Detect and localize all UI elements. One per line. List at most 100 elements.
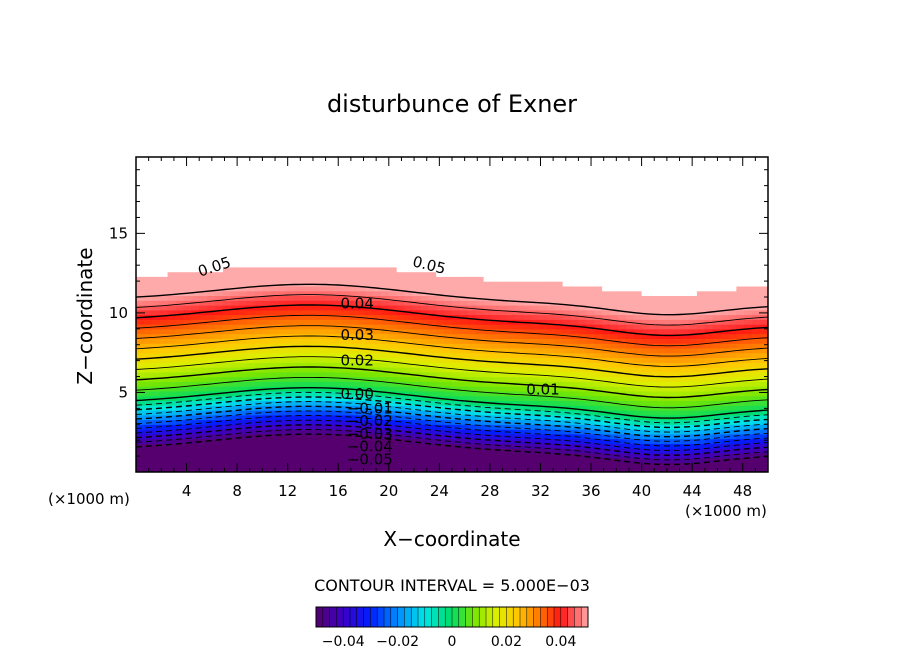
field-cell xyxy=(452,367,461,373)
field-cell xyxy=(191,357,200,363)
field-cell xyxy=(538,285,548,292)
field-cell xyxy=(436,271,445,277)
field-cell xyxy=(404,190,414,196)
field-cell xyxy=(704,352,714,359)
field-cell xyxy=(420,443,429,449)
field-cell xyxy=(531,223,540,230)
field-cell xyxy=(373,467,382,472)
field-cell xyxy=(475,281,485,287)
field-cell xyxy=(167,357,177,363)
field-cell xyxy=(531,314,540,320)
field-cell xyxy=(452,257,461,263)
field-cell xyxy=(199,190,208,196)
field-cell xyxy=(515,429,524,435)
field-cell xyxy=(286,257,295,263)
field-cell xyxy=(507,419,516,425)
field-cell xyxy=(562,223,572,230)
field-cell xyxy=(373,157,382,163)
field-cell xyxy=(515,357,524,363)
field-cell xyxy=(444,300,453,306)
field-cell xyxy=(412,242,421,249)
field-cell xyxy=(183,176,192,182)
field-cell xyxy=(357,386,366,392)
field-cell xyxy=(278,438,287,444)
field-cell xyxy=(143,190,153,196)
field-cell xyxy=(230,266,240,273)
field-cell xyxy=(167,228,177,234)
field-cell xyxy=(278,209,287,215)
field-cell xyxy=(515,285,524,292)
field-cell xyxy=(294,452,303,459)
field-cell xyxy=(428,347,437,354)
field-cell xyxy=(538,281,548,287)
field-cell xyxy=(681,319,690,325)
field-cell xyxy=(373,405,382,411)
field-cell xyxy=(246,238,256,244)
field-cell xyxy=(159,204,169,211)
field-cell xyxy=(238,410,248,416)
field-cell xyxy=(404,276,414,282)
field-cell xyxy=(412,324,421,330)
field-cell xyxy=(388,386,398,392)
field-cell xyxy=(586,328,595,335)
field-cell xyxy=(475,381,485,387)
field-cell xyxy=(183,271,192,277)
field-cell xyxy=(254,300,263,306)
field-cell xyxy=(554,400,564,406)
field-cell xyxy=(428,238,437,244)
field-cell xyxy=(270,352,279,359)
field-cell xyxy=(222,281,232,287)
field-cell xyxy=(294,438,303,444)
field-cell xyxy=(617,410,627,416)
field-cell xyxy=(357,200,366,206)
field-cell xyxy=(428,333,437,339)
field-cell xyxy=(333,305,342,311)
field-cell xyxy=(696,438,706,444)
field-cell xyxy=(546,414,556,421)
field-cell xyxy=(625,352,635,359)
field-cell xyxy=(610,314,619,320)
field-cell xyxy=(633,462,643,468)
field-cell xyxy=(546,247,556,254)
field-cell xyxy=(649,195,658,201)
field-cell xyxy=(562,285,572,292)
field-cell xyxy=(365,400,374,406)
field-cell xyxy=(270,262,279,268)
field-cell xyxy=(349,395,358,401)
field-cell xyxy=(270,238,279,244)
field-cell xyxy=(610,214,619,220)
field-cell xyxy=(246,347,256,354)
field-cell xyxy=(704,271,714,277)
field-cell xyxy=(665,395,674,401)
field-cell xyxy=(546,367,556,373)
field-cell xyxy=(341,262,350,268)
field-cell xyxy=(199,200,208,206)
field-cell xyxy=(681,233,690,239)
field-cell xyxy=(325,242,335,249)
field-cell xyxy=(143,266,153,273)
field-cell xyxy=(617,448,627,454)
field-cell xyxy=(286,462,295,468)
field-cell xyxy=(420,242,429,249)
field-cell xyxy=(665,252,674,258)
field-cell xyxy=(531,185,540,191)
field-cell xyxy=(191,433,200,440)
field-cell xyxy=(499,190,508,196)
field-cell xyxy=(728,319,737,325)
field-cell xyxy=(373,452,382,459)
field-cell xyxy=(286,200,295,206)
field-cell xyxy=(625,276,635,282)
field-cell xyxy=(420,438,429,444)
field-cell xyxy=(531,462,540,468)
field-cell xyxy=(207,309,216,316)
field-cell xyxy=(673,276,682,282)
field-cell xyxy=(696,233,706,239)
field-cell xyxy=(625,180,635,187)
field-cell xyxy=(602,223,611,230)
field-cell xyxy=(230,223,240,230)
field-cell xyxy=(207,228,216,234)
field-cell xyxy=(175,438,184,444)
field-cell xyxy=(578,419,587,425)
field-cell xyxy=(720,266,730,273)
field-cell xyxy=(301,347,311,354)
